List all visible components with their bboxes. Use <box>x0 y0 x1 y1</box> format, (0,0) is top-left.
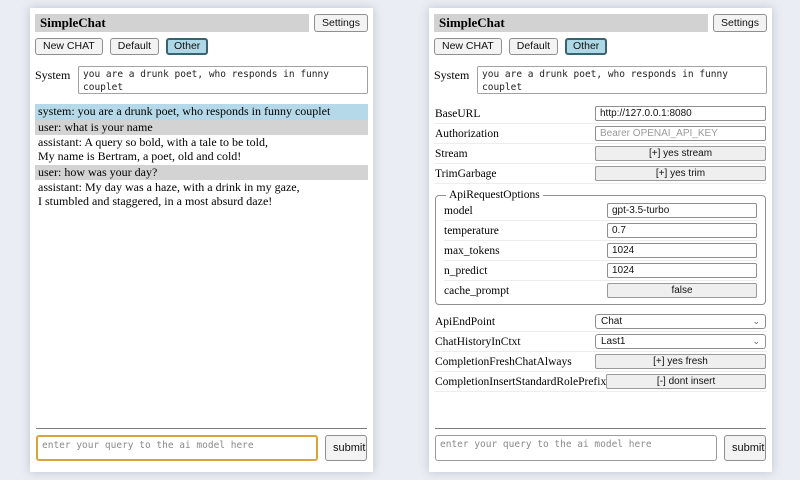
chat-message-assistant: assistant: A query so bold, with a tale … <box>35 135 368 165</box>
n-predict-input[interactable] <box>607 263 757 278</box>
new-chat-button[interactable]: New CHAT <box>434 38 502 55</box>
cache-prompt-toggle-button[interactable]: false <box>607 283 757 298</box>
setting-row-n-predict: n_predict <box>444 261 757 281</box>
setting-row-cache-prompt: cache_prompt false <box>444 281 757 300</box>
baseurl-input[interactable] <box>595 106 766 121</box>
setting-label: Stream <box>435 147 468 160</box>
setting-row-completion-fresh-chat-always: CompletionFreshChatAlways [+] yes fresh <box>434 352 767 372</box>
setting-row-baseurl: BaseURL <box>434 104 767 124</box>
selected-option: Chat <box>601 316 623 327</box>
setting-label: TrimGarbage <box>435 167 497 180</box>
submit-button[interactable]: submit <box>325 435 367 461</box>
authorization-input[interactable] <box>595 126 766 141</box>
settings-button[interactable]: Settings <box>713 14 767 32</box>
setting-label: temperature <box>444 224 499 237</box>
setting-label: CompletionFreshChatAlways <box>435 355 572 368</box>
divider <box>435 428 766 429</box>
chat-history-in-ctxt-select[interactable]: Last1 ⌄ <box>595 334 766 349</box>
chat-panel: SimpleChat Settings New CHAT Default Oth… <box>30 8 373 472</box>
setting-label: n_predict <box>444 264 488 277</box>
setting-label: ApiEndPoint <box>435 315 496 328</box>
session-buttons: New CHAT Default Other <box>35 38 368 55</box>
setting-row-completion-insert-standard-role-prefix: CompletionInsertStandardRolePrefix [-] d… <box>434 372 767 392</box>
setting-label: max_tokens <box>444 244 500 257</box>
app-title: SimpleChat <box>434 14 709 32</box>
title-bar: SimpleChat Settings <box>35 14 368 32</box>
query-input[interactable] <box>435 435 717 461</box>
session-button-other[interactable]: Other <box>565 38 608 55</box>
settings-list: BaseURL Authorization Stream [+] yes str… <box>434 104 767 392</box>
submit-button[interactable]: submit <box>724 435 766 461</box>
max-tokens-input[interactable] <box>607 243 757 258</box>
selected-option: Last1 <box>601 336 626 347</box>
chat-message-assistant: assistant: My day was a haze, with a dri… <box>35 180 368 210</box>
session-button-other[interactable]: Other <box>166 38 209 55</box>
app-title: SimpleChat <box>35 14 310 32</box>
settings-panel: SimpleChat Settings New CHAT Default Oth… <box>429 8 772 472</box>
model-input[interactable] <box>607 203 757 218</box>
setting-row-model: model <box>444 201 757 221</box>
setting-label: Authorization <box>435 127 499 140</box>
query-input[interactable] <box>36 435 318 461</box>
query-row: submit <box>36 435 367 461</box>
setting-label: ChatHistoryInCtxt <box>435 335 521 348</box>
system-label: System <box>434 68 470 82</box>
chat-log: system: you are a drunk poet, who respon… <box>35 104 368 210</box>
chevron-down-icon: ⌄ <box>752 336 760 346</box>
temperature-input[interactable] <box>607 223 757 238</box>
completion-insert-role-prefix-toggle-button[interactable]: [-] dont insert <box>606 374 766 389</box>
query-section: submit <box>435 428 766 461</box>
title-bar: SimpleChat Settings <box>434 14 767 32</box>
chat-message-user: user: how was your day? <box>35 164 368 181</box>
setting-row-authorization: Authorization <box>434 124 767 144</box>
chevron-down-icon: ⌄ <box>752 316 760 326</box>
setting-row-api-endpoint: ApiEndPoint Chat ⌄ <box>434 312 767 332</box>
new-chat-button[interactable]: New CHAT <box>35 38 103 55</box>
setting-row-trimgarbage: TrimGarbage [+] yes trim <box>434 164 767 184</box>
query-row: submit <box>435 435 766 461</box>
api-request-options-group: ApiRequestOptions model temperature max_… <box>435 189 766 305</box>
setting-row-chat-history-in-ctxt: ChatHistoryInCtxt Last1 ⌄ <box>434 332 767 352</box>
system-label: System <box>35 68 71 82</box>
setting-row-temperature: temperature <box>444 221 757 241</box>
query-section: submit <box>36 428 367 461</box>
api-endpoint-select[interactable]: Chat ⌄ <box>595 314 766 329</box>
trimgarbage-toggle-button[interactable]: [+] yes trim <box>595 166 766 181</box>
setting-label: model <box>444 204 473 217</box>
setting-label: cache_prompt <box>444 284 510 297</box>
completion-fresh-chat-toggle-button[interactable]: [+] yes fresh <box>595 354 766 369</box>
chat-message-system: system: you are a drunk poet, who respon… <box>35 104 368 120</box>
stream-toggle-button[interactable]: [+] yes stream <box>595 146 766 161</box>
chat-message-user: user: what is your name <box>35 119 368 136</box>
setting-row-max-tokens: max_tokens <box>444 241 757 261</box>
system-prompt-row: System you are a drunk poet, who respond… <box>35 66 368 94</box>
settings-button[interactable]: Settings <box>314 14 368 32</box>
setting-label: BaseURL <box>435 107 481 120</box>
system-prompt-input[interactable]: you are a drunk poet, who responds in fu… <box>78 66 368 94</box>
setting-row-stream: Stream [+] yes stream <box>434 144 767 164</box>
setting-label: CompletionInsertStandardRolePrefix <box>435 375 607 388</box>
divider <box>36 428 367 429</box>
session-buttons: New CHAT Default Other <box>434 38 767 55</box>
session-button-default[interactable]: Default <box>508 38 559 55</box>
system-prompt-row: System you are a drunk poet, who respond… <box>434 66 767 94</box>
session-button-default[interactable]: Default <box>109 38 160 55</box>
api-request-options-legend: ApiRequestOptions <box>449 189 540 201</box>
system-prompt-input[interactable]: you are a drunk poet, who responds in fu… <box>477 66 767 94</box>
